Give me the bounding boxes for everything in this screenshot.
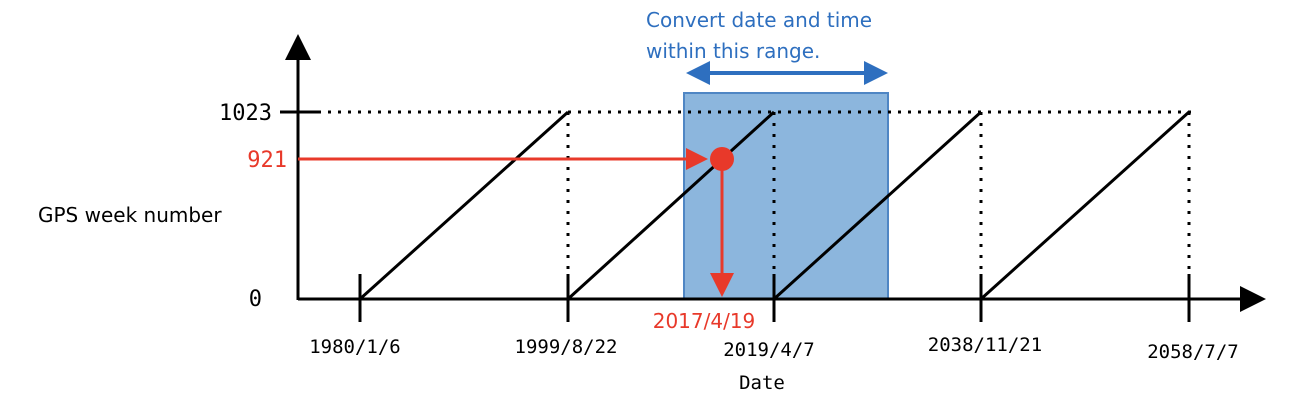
- ramp-line: [772, 110, 983, 301]
- y-zero-label: 0: [249, 287, 262, 312]
- rollover-date-label: 2058/7/7: [1147, 341, 1239, 363]
- conversion-range-box: [683, 92, 889, 300]
- rollover-date-label: 1999/8/22: [515, 336, 618, 358]
- rollover-dotted-lines: [566, 112, 1191, 290]
- x-axis-ticks: [358, 274, 1191, 322]
- rollover-date-label: 1980/1/6: [309, 336, 401, 358]
- date-pointer-arrowhead: [710, 273, 734, 297]
- ramp-line: [979, 110, 1191, 301]
- rollover-date-label: 2038/11/21: [928, 334, 1042, 356]
- range-note-line1: Convert date and time: [646, 8, 872, 32]
- y-axis-arrow: [285, 34, 311, 60]
- y-max-label: 1023: [219, 101, 272, 126]
- highlight-point: [710, 147, 734, 171]
- range-arrow-right-head: [864, 61, 888, 85]
- x-axis-label: Date: [739, 372, 785, 394]
- week-pointer-arrowhead: [686, 148, 708, 170]
- highlight-date-label: 2017/4/19: [653, 309, 756, 333]
- ramp-line: [358, 110, 570, 301]
- range-arrow-left-head: [686, 61, 710, 85]
- y-axis-label: GPS week number: [38, 203, 222, 227]
- ramp-line: [566, 110, 776, 301]
- range-note-line2: within this range.: [646, 39, 820, 63]
- x-axis-arrow: [1240, 286, 1266, 312]
- week-counter-ramps: [358, 110, 1191, 301]
- rollover-date-label: 2019/4/7: [723, 339, 815, 361]
- highlight-week-label: 921: [247, 148, 287, 173]
